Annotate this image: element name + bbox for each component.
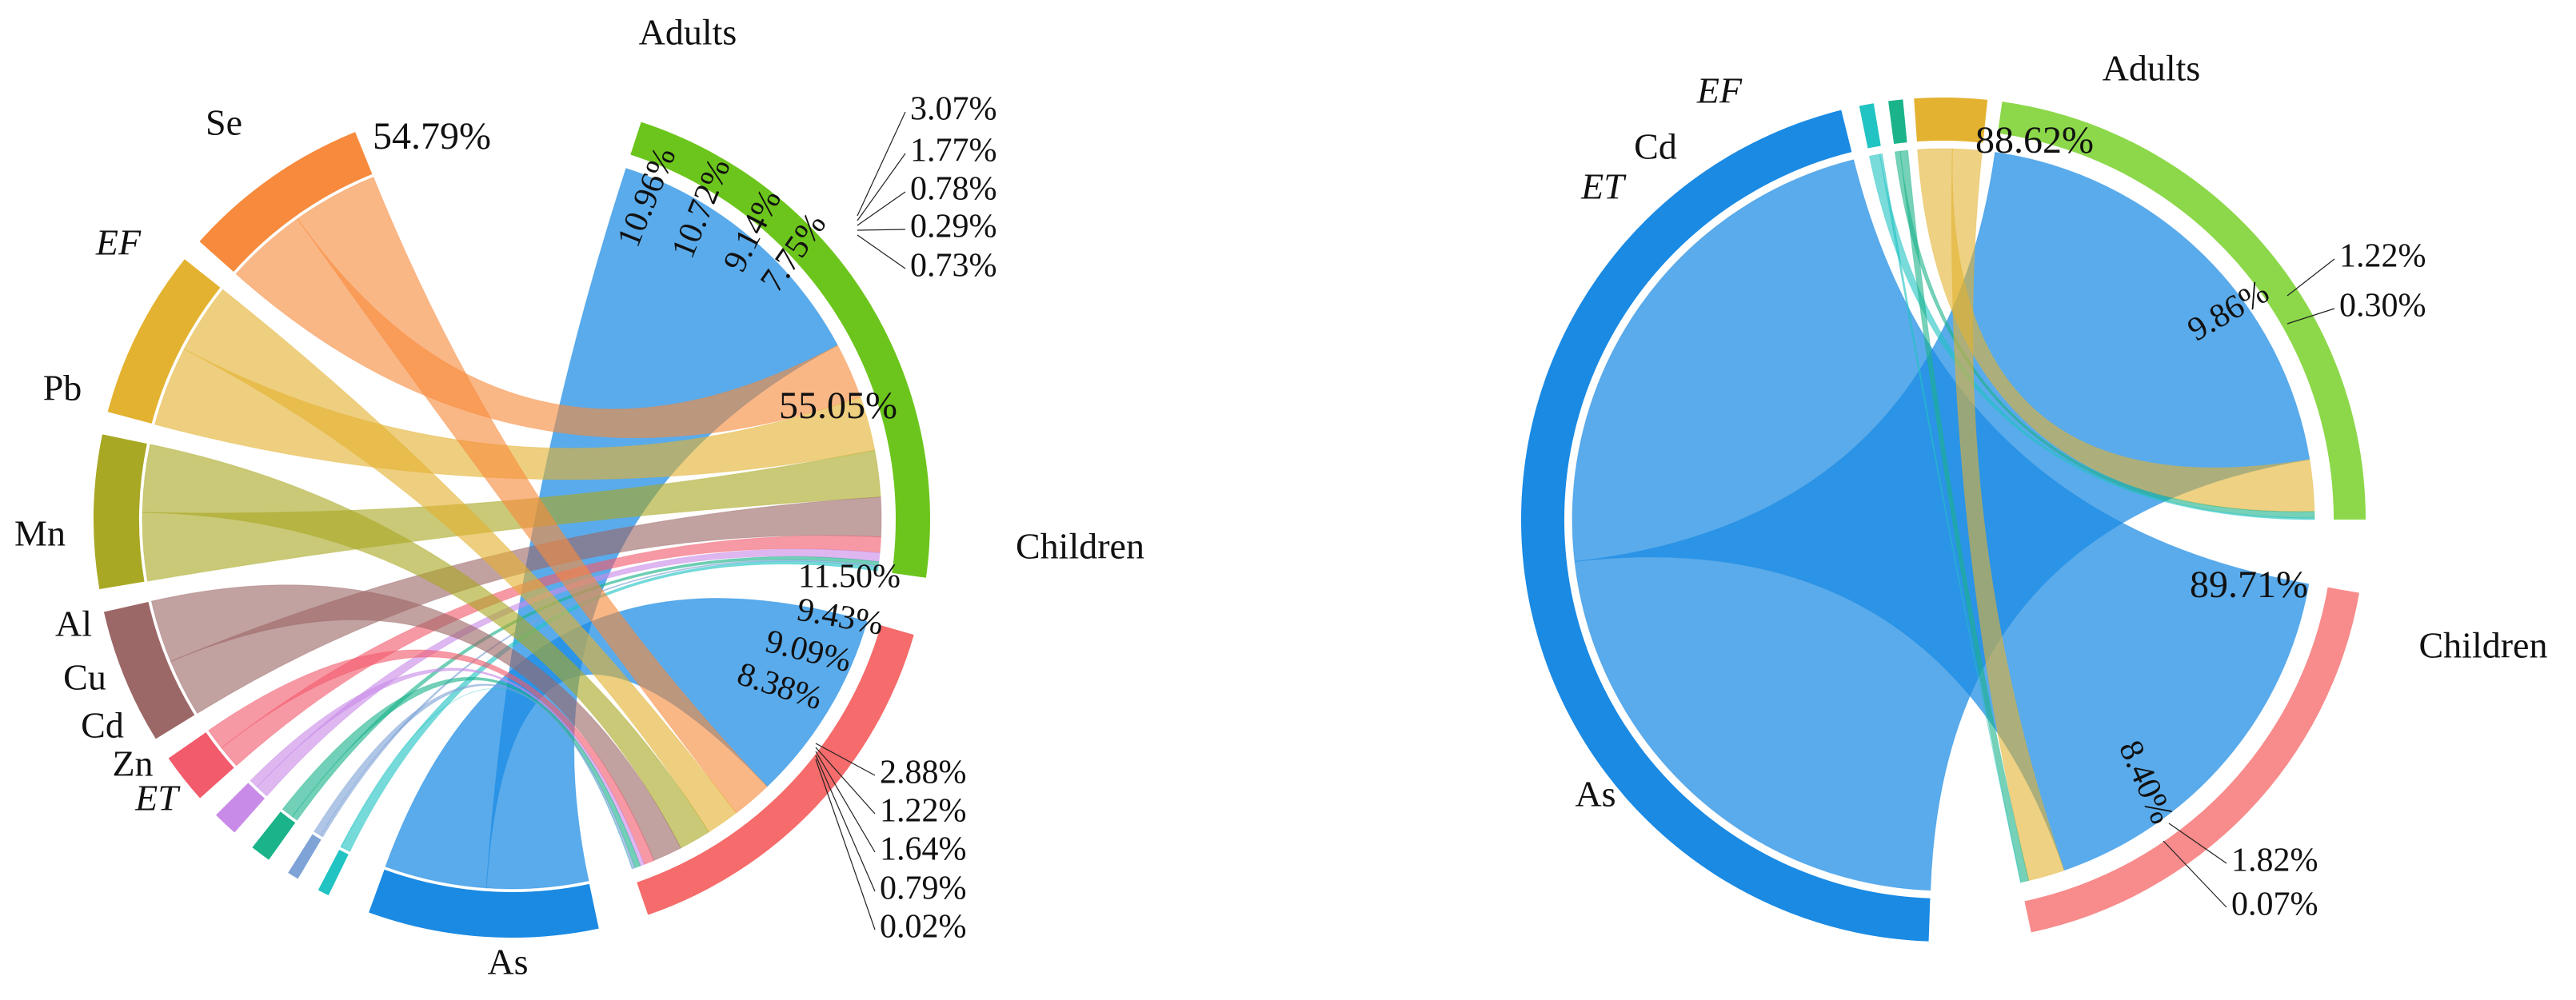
leader-line-children-zn <box>815 755 876 892</box>
ribbon-as-children <box>1572 159 2310 871</box>
node-label-r-children: Children <box>2419 625 2548 666</box>
ribbon-al-children <box>208 649 655 865</box>
pct-label-children-cd: 1.64% <box>880 831 967 868</box>
ribbon-se-children <box>297 176 769 814</box>
ribbon-cd-children <box>282 676 641 869</box>
leader-line-r-children-et <box>2163 840 2227 908</box>
target-arc-adults <box>630 122 930 578</box>
chord-chart-right: AdultsChildrenAsCdEFET88.62%89.71%9.86%8… <box>1520 48 2547 942</box>
node-label-children: Children <box>1016 526 1144 567</box>
arcs-left <box>93 122 930 938</box>
pct-label-children-al: 2.88% <box>880 755 967 791</box>
source-arc-et <box>1859 103 1881 149</box>
leader-line-children-al <box>815 743 876 776</box>
leader-line-children-cd <box>815 751 876 853</box>
leader-line-children-cu <box>815 747 876 815</box>
pct-label-children-et: 0.02% <box>880 909 967 946</box>
leader-line-r-children-cd <box>2168 823 2227 864</box>
leader-line-adults-zn <box>857 229 906 231</box>
leader-line-adults-cu <box>857 153 906 221</box>
node-label-as: As <box>487 942 528 982</box>
node-label-ef: EF <box>95 222 142 263</box>
node-label-et: ET <box>134 778 181 819</box>
ribbon-ef-children <box>1951 148 2065 882</box>
ribbon-cu-children <box>250 667 645 867</box>
target-arc-adults <box>1997 102 2366 520</box>
ribbon-zn-children <box>314 683 636 870</box>
target-arc-children <box>2024 587 2359 933</box>
target-arc-children <box>637 625 914 915</box>
node-label-cd: Cd <box>81 705 124 746</box>
source-arc-mn <box>103 601 195 739</box>
pct-label-r-adults-as: 88.62% <box>1975 119 2094 161</box>
ribbons-right <box>1572 148 2315 891</box>
pct-label-r-adults-cd: 1.22% <box>2339 238 2426 275</box>
labels-right: AdultsChildrenAsCdEFET88.62%89.71%9.86%8… <box>1575 48 2547 923</box>
pct-label-adults-as: 54.79% <box>373 115 491 157</box>
pct-label-r-children-et: 0.07% <box>2231 886 2318 923</box>
pct-label-children-zn: 0.79% <box>880 871 967 907</box>
source-arc-cu <box>215 783 266 833</box>
leader-line-r-adults-et <box>2286 308 2335 325</box>
ribbon-et-children <box>1879 153 2022 883</box>
pct-label-children-as: 55.05% <box>779 384 897 427</box>
source-arc-as <box>1520 110 1931 942</box>
node-label-adults: Adults <box>639 12 737 53</box>
node-label-mn: Mn <box>14 513 66 554</box>
source-arc-ef <box>1914 98 1988 143</box>
source-arc-zn <box>288 834 322 879</box>
ribbons-left <box>142 167 882 890</box>
source-arc-pb <box>93 434 147 590</box>
pct-label-adults-et: 0.73% <box>910 248 997 285</box>
node-label-pb: Pb <box>43 368 82 408</box>
ribbon-mn-children <box>150 584 681 862</box>
leader-line-r-adults-cd <box>2286 258 2335 297</box>
node-label-se: Se <box>206 102 242 143</box>
node-label-r-et: ET <box>1580 166 1627 207</box>
node-label-r-adults: Adults <box>2103 48 2201 89</box>
source-arc-ef <box>107 259 221 424</box>
pct-label-adults-zn: 0.29% <box>910 209 997 245</box>
leader-line-adults-cd <box>857 191 906 226</box>
node-label-r-cd: Cd <box>1634 126 1677 167</box>
node-label-al: Al <box>55 604 92 644</box>
leader-line-adults-et <box>857 234 906 269</box>
pct-label-r-adults-et: 0.30% <box>2339 288 2426 325</box>
node-label-cu: Cu <box>63 657 106 698</box>
source-arc-et <box>318 850 349 896</box>
arcs-right <box>1520 98 2366 942</box>
pct-label-adults-al: 3.07% <box>910 91 997 128</box>
node-label-zn: Zn <box>112 743 153 784</box>
pct-label-adults-cd: 0.78% <box>910 171 997 208</box>
source-arc-al <box>168 732 234 799</box>
pct-label-r-children-as: 89.71% <box>2190 564 2308 606</box>
ribbon-cd-adults <box>1894 150 2315 519</box>
pct-label-adults-cu: 1.77% <box>910 133 997 169</box>
ribbon-et-children <box>340 688 633 870</box>
source-arc-se <box>199 132 373 272</box>
ribbon-cd-children <box>1899 149 2030 883</box>
leader-line-children-et <box>815 759 876 930</box>
pct-label-children-cu: 1.22% <box>880 793 967 830</box>
source-arc-cd <box>1888 99 1907 145</box>
node-label-r-as: As <box>1575 774 1615 815</box>
ribbon-ef-children <box>183 289 737 833</box>
pct-label-children-se: 11.50% <box>798 559 901 596</box>
source-arc-cd <box>252 811 296 860</box>
pct-label-r-children-cd: 1.82% <box>2231 843 2318 879</box>
leader-line-adults-al <box>857 111 906 217</box>
node-label-r-ef: EF <box>1696 70 1743 111</box>
source-arc-as <box>369 869 599 938</box>
ribbon-pb-children <box>142 444 709 849</box>
